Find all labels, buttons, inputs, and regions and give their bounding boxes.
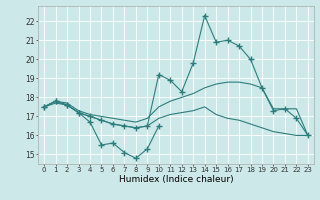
X-axis label: Humidex (Indice chaleur): Humidex (Indice chaleur): [119, 175, 233, 184]
